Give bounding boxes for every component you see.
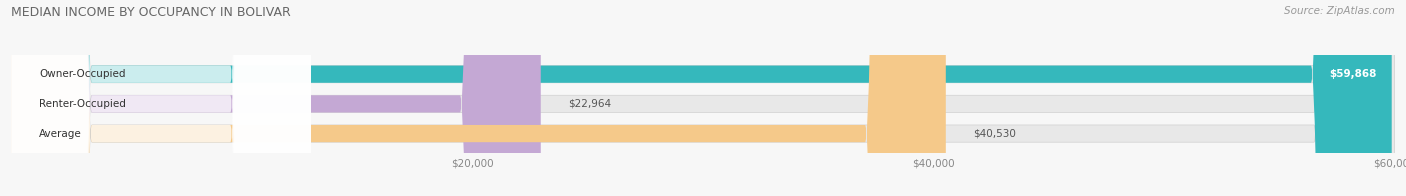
FancyBboxPatch shape [11, 0, 311, 196]
Text: MEDIAN INCOME BY OCCUPANCY IN BOLIVAR: MEDIAN INCOME BY OCCUPANCY IN BOLIVAR [11, 6, 291, 19]
Text: Owner-Occupied: Owner-Occupied [39, 69, 125, 79]
FancyBboxPatch shape [11, 0, 311, 196]
Text: $22,964: $22,964 [568, 99, 612, 109]
Text: Average: Average [39, 129, 82, 139]
FancyBboxPatch shape [11, 0, 541, 196]
FancyBboxPatch shape [11, 0, 1392, 196]
Text: Renter-Occupied: Renter-Occupied [39, 99, 125, 109]
FancyBboxPatch shape [11, 0, 311, 196]
FancyBboxPatch shape [11, 0, 946, 196]
Text: $59,868: $59,868 [1329, 69, 1376, 79]
Text: $40,530: $40,530 [973, 129, 1017, 139]
FancyBboxPatch shape [11, 0, 1395, 196]
FancyBboxPatch shape [11, 0, 1395, 196]
FancyBboxPatch shape [11, 0, 1395, 196]
Text: Source: ZipAtlas.com: Source: ZipAtlas.com [1284, 6, 1395, 16]
